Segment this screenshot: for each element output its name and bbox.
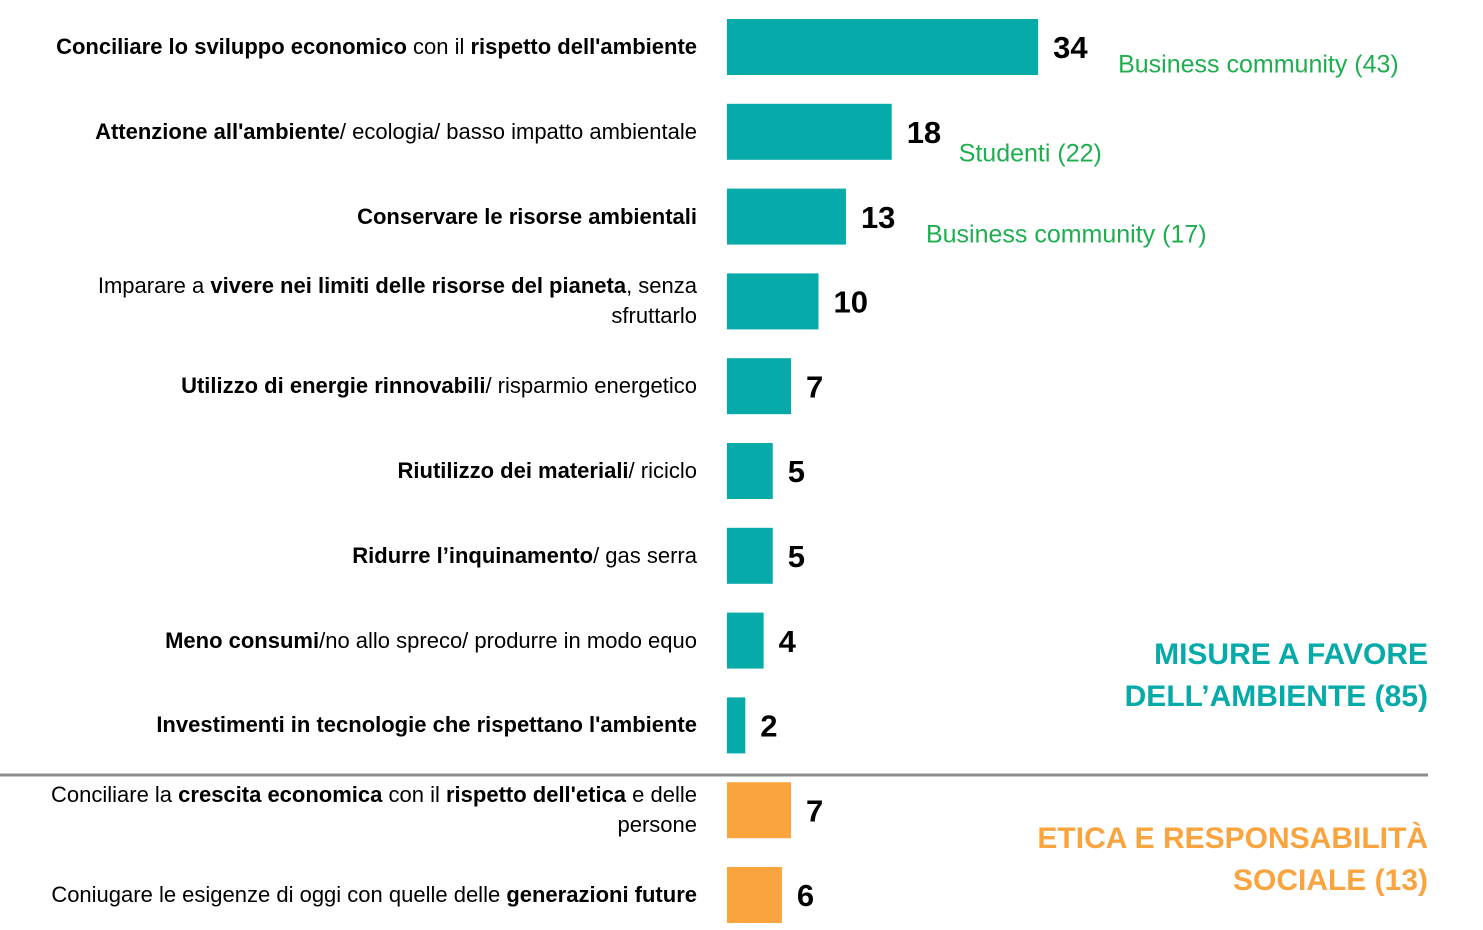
label-run: / gas serra (593, 542, 697, 568)
label-run: / ecologia/ basso impatto ambientale (339, 118, 697, 144)
label-run: generazioni future (506, 882, 697, 907)
value-label: 5 (788, 454, 805, 489)
bar (727, 273, 819, 330)
group-label: ETICA E RESPONSABILITÀ SOCIALE (13) (1037, 822, 1428, 897)
value-label: 7 (806, 369, 823, 404)
label-run: con il (382, 782, 446, 808)
annotation: Business community (43) (1118, 50, 1399, 79)
label-run: / riciclo (628, 458, 697, 483)
label-run: Coniugare le esigenze di oggi con quelle… (51, 882, 507, 907)
category-label: Conservare le risorse ambientali (357, 202, 697, 232)
category-label: Imparare a vivere nei limiti delle risor… (7, 271, 697, 331)
label-run: Conciliare lo sviluppo economico (56, 34, 407, 59)
label-run: / risparmio energetico (485, 373, 697, 399)
value-label: 4 (779, 624, 797, 659)
bar (727, 358, 792, 415)
bar (727, 103, 892, 160)
category-label: Coniugare le esigenze di oggi con quelle… (51, 880, 697, 910)
value-label: 2 (760, 709, 777, 744)
category-label: Conciliare la crescita economica con il … (7, 780, 697, 840)
group-label: MISURE A FAVORE DELL’AMBIENTE (85) (1124, 638, 1428, 713)
label-run: , senza sfruttarlo (611, 273, 697, 329)
label-run: Attenzione all'ambiente (95, 118, 340, 144)
bar (727, 527, 773, 584)
bar (727, 782, 792, 839)
value-label: 18 (907, 115, 941, 150)
bar (727, 188, 846, 245)
category-label: Attenzione all'ambiente/ ecologia/ basso… (95, 117, 697, 147)
annotation: Studenti (22) (958, 139, 1102, 168)
bar (727, 19, 1039, 75)
category-label: Meno consumi/no allo spreco/ produrre in… (165, 626, 697, 656)
bar (727, 443, 773, 499)
value-label: 6 (797, 878, 814, 913)
label-run: /no allo spreco/ produrre in modo equo (319, 627, 697, 653)
label-run: con il (406, 34, 471, 59)
category-label: Conciliare lo sviluppo economico con il … (56, 32, 697, 62)
label-run: e delle persone (617, 782, 697, 838)
category-label: Investimenti in tecnologie che rispettan… (156, 710, 697, 740)
label-run: Utilizzo di energie rinnovabili (181, 373, 486, 399)
bar (727, 612, 764, 669)
label-run: Conservare le risorse ambientali (357, 203, 697, 229)
value-label: 34 (1053, 30, 1088, 65)
annotation: Business community (17) (925, 220, 1207, 249)
label-run: rispetto dell'etica (445, 782, 627, 808)
bar (727, 867, 782, 923)
category-label: Ridurre l’inquinamento/ gas serra (352, 541, 697, 571)
label-run: Investimenti in tecnologie che rispettan… (156, 712, 697, 738)
label-run: Ridurre l’inquinamento (352, 542, 594, 568)
label-run: Riutilizzo dei materiali (397, 458, 629, 483)
bar (727, 697, 746, 754)
label-run: crescita economica (178, 782, 383, 808)
label-run: Meno consumi (165, 627, 320, 653)
label-run: rispetto dell'ambiente (470, 34, 698, 59)
value-label: 10 (834, 285, 868, 320)
label-run: Imparare a (97, 273, 211, 299)
value-label: 13 (861, 200, 895, 235)
value-label: 5 (788, 539, 805, 574)
category-label: Utilizzo di energie rinnovabili/ risparm… (181, 371, 697, 401)
label-run: vivere nei limiti delle risorse del pian… (210, 273, 627, 299)
category-label: Riutilizzo dei materiali/ riciclo (398, 456, 698, 486)
label-run: Conciliare la (50, 782, 179, 808)
value-label: 7 (806, 793, 823, 828)
